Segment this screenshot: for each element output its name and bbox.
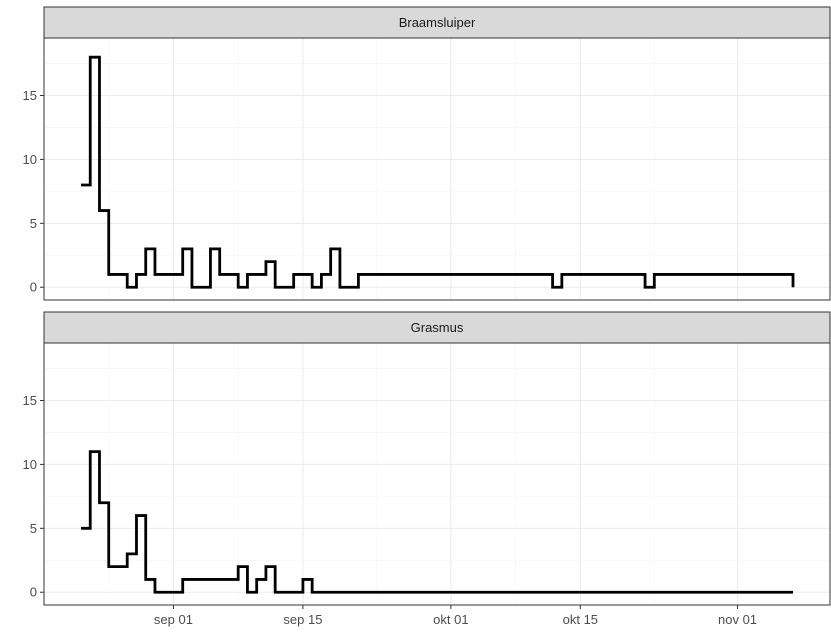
x-tick-label: okt 15 [563,612,598,627]
facet-strip [43,311,831,344]
x-tick-label: okt 01 [433,612,468,627]
facet-grasmus: Grasmus 0 5 10 15 [23,311,831,606]
y-tick-label: 5 [30,216,37,231]
x-tick-label: sep 01 [154,612,193,627]
panel-border [43,37,831,301]
y-tick-label: 0 [30,280,37,295]
y-tick-label: 10 [23,457,37,472]
panel-border [43,342,831,606]
y-tick-label: 15 [23,393,37,408]
x-tick-label: sep 15 [283,612,322,627]
panel-background [44,38,830,300]
y-tick-label: 0 [30,585,37,600]
facet-braamsluiper: Braamsluiper 0 5 10 15 [23,6,831,301]
facet-title: Grasmus [411,320,464,335]
panel-background [44,343,830,605]
facet-panels: Braamsluiper 0 5 10 15 Grasmus 0 5 10 15 [23,6,831,606]
facet-strip [43,6,831,39]
y-tick-label: 5 [30,521,37,536]
series-line-braamsluiper [80,55,795,289]
x-axis: sep 01 sep 15 okt 01 okt 15 nov 01 [154,605,757,627]
facet-title: Braamsluiper [399,15,476,30]
y-tick-label: 15 [23,88,37,103]
series-line-grasmus [80,450,794,594]
x-tick-label: nov 01 [718,612,757,627]
y-tick-label: 10 [23,152,37,167]
